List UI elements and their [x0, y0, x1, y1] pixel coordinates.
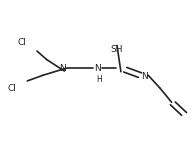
Text: H: H: [97, 75, 102, 84]
Text: SH: SH: [111, 45, 123, 54]
Text: Cl: Cl: [8, 83, 17, 93]
Text: N: N: [94, 64, 101, 73]
Text: N: N: [141, 72, 148, 81]
Text: N: N: [59, 64, 66, 73]
Text: Cl: Cl: [18, 38, 27, 47]
